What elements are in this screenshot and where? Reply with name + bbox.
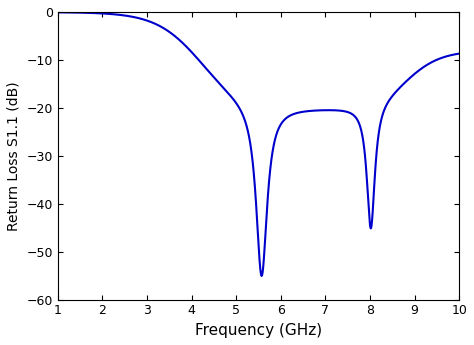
- Y-axis label: Return Loss S1.1 (dB): Return Loss S1.1 (dB): [7, 81, 21, 230]
- X-axis label: Frequency (GHz): Frequency (GHz): [195, 323, 322, 338]
